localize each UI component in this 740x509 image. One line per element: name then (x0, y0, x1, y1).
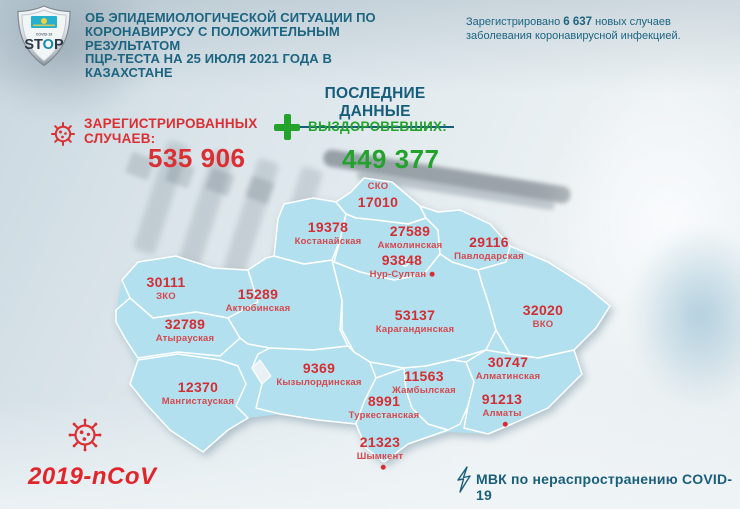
map-label-shymkent: 21323 Шымкент (356, 433, 404, 470)
title-line: КОРОНАВИРУСУ С ПОЛОЖИТЕЛЬНЫМ РЕЗУЛЬТАТОМ (85, 23, 340, 53)
registered-cases-value: 535 906 (148, 143, 246, 173)
latest-data-heading: ПОСЛЕДНИЕ ДАННЫЕ (296, 85, 454, 128)
map-region-atyrau (115, 297, 241, 359)
shield-icon: COVID-19 STOP (17, 5, 71, 67)
region-value: 11563 (404, 367, 444, 384)
page-title: ОБ ЭПИДЕМИОЛОГИЧЕСКОЙ СИТУАЦИИ ПО КОРОНА… (85, 11, 385, 80)
region-name: ЗКО (156, 290, 176, 302)
region-name: Кызылординская (276, 376, 362, 388)
region-name: Алматинская (475, 370, 541, 382)
kazakhstan-map (108, 162, 664, 468)
region-name: Шымкент (356, 450, 404, 462)
map-label-nur-sultan: 93848 Нур-Султан (370, 253, 435, 280)
region-name: Алматы (482, 407, 522, 419)
city-dot (429, 271, 435, 277)
note-count: 6 637 (563, 16, 593, 28)
map-label-kyzylorda: 9369 Кызылординская (276, 361, 361, 388)
region-value: 21323 (359, 433, 401, 450)
region-name: Нур-Султан (370, 270, 435, 280)
region-value: 93848 (381, 251, 423, 268)
region-name: ВКО (532, 318, 554, 330)
recovered-label: ВЫЗДОРОВЕВШИХ: (308, 119, 447, 134)
region-name: Мангистауская (161, 395, 235, 407)
region-value: 19378 (307, 218, 349, 235)
region-value: 29116 (469, 233, 509, 250)
title-line: ПЦР-ТЕСТА НА 25 ИЮЛЯ 2021 ГОДА В КАЗАХСТ… (85, 51, 332, 81)
svg-text:STOP: STOP (24, 37, 64, 53)
region-value: 32020 (522, 301, 564, 318)
map-label-zko: 30111 ЗКО (147, 275, 186, 302)
map-label-aktobe: 15289 Актюбинская (226, 287, 291, 314)
map-label-kostanay: 19378 Костанайская (295, 220, 362, 247)
region-name: Карагандинская (375, 323, 455, 335)
region-value: 17010 (357, 193, 399, 210)
map-region-zhambyl (403, 359, 475, 431)
region-value: 91213 (481, 390, 523, 407)
svg-text:COVID-19: COVID-19 (36, 33, 53, 37)
map-label-mangystau: 12370 Мангистауская (162, 380, 235, 407)
recovered-value: 449 377 (342, 144, 440, 174)
note-prefix: Зарегистрировано (466, 16, 561, 28)
map-label-almaty-oblast: 30747 Алматинская (476, 355, 540, 382)
map-aral-sea (251, 359, 272, 385)
map-label-almaty-city: 91213 Алматы (481, 390, 523, 427)
region-name: СКО (367, 180, 389, 192)
region-value: 53137 (394, 306, 436, 323)
map-city-nur-sultan-outline (401, 259, 409, 267)
region-value: 30111 (146, 273, 186, 290)
region-value: 27589 (389, 222, 431, 239)
note-suffix: новых случаев (595, 16, 671, 28)
map-region-karaganda (331, 253, 497, 369)
registered-cases-label: ЗАРЕГИСТРИРОВАННЫХ СЛУЧАЕВ: (84, 116, 258, 146)
plus-icon (274, 114, 300, 140)
lightning-icon (457, 466, 471, 493)
region-name: Акмолинская (377, 239, 443, 251)
city-dot (380, 464, 386, 470)
region-value: 15289 (237, 285, 279, 302)
region-name: Актюбинская (225, 302, 291, 314)
ncov-label: 2019-nCoV (28, 463, 157, 490)
region-value: 8991 (367, 392, 401, 409)
map-label-turkestan: 8991 Туркестанская (349, 394, 420, 421)
region-name: Костанайская (294, 235, 362, 247)
new-cases-note: Зарегистрировано 6 637 новых случаев заб… (466, 15, 686, 43)
map-label-pavlodar: 29116 Павлодарская (454, 235, 524, 262)
map-label-sko: 17010 СКО (358, 182, 398, 209)
region-name: Павлодарская (454, 250, 524, 262)
title-line: ОБ ЭПИДЕМИОЛОГИЧЕСКОЙ СИТУАЦИИ ПО (85, 10, 376, 25)
region-value: 30747 (487, 353, 529, 370)
stop-covid-shield-logo: COVID-19 STOP (14, 4, 74, 73)
map-label-vko: 32020 ВКО (523, 303, 563, 330)
virus-icon (51, 122, 75, 146)
region-value: 32789 (164, 315, 206, 332)
map-label-zhambyl: 11563 Жамбылская (392, 369, 456, 396)
committee-label: МВК по нераспространению COVID-19 (476, 471, 733, 503)
virus-icon (68, 418, 102, 452)
region-name: Жамбылская (392, 384, 456, 396)
region-name: Атырауская (155, 332, 215, 344)
map-region-almaty-oblast (463, 349, 583, 435)
map-label-atyrau: 32789 Атырауская (156, 317, 215, 344)
map-region-mangystau (129, 353, 249, 453)
map-label-akmola: 27589 Акмолинская (378, 224, 443, 251)
region-name: Туркестанская (348, 409, 420, 421)
map-label-karaganda: 53137 Карагандинская (376, 308, 455, 335)
region-value: 12370 (177, 378, 219, 395)
region-value: 9369 (302, 359, 336, 376)
note-line2: заболевания коронавирусной инфекцией. (466, 30, 681, 42)
city-dot (502, 421, 508, 427)
